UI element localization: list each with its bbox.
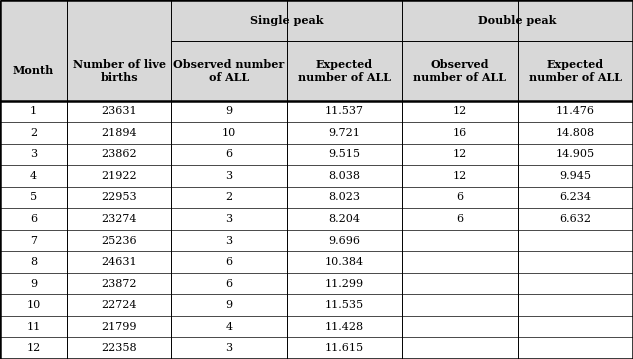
- Text: Expected
number of ALL: Expected number of ALL: [298, 59, 391, 83]
- Text: 4: 4: [30, 171, 37, 181]
- Text: 12: 12: [453, 149, 467, 159]
- Text: 21894: 21894: [101, 128, 137, 138]
- Text: 10: 10: [27, 300, 41, 310]
- Text: 11.476: 11.476: [556, 106, 595, 116]
- Text: Single peak: Single peak: [250, 15, 323, 26]
- Text: 10: 10: [222, 128, 236, 138]
- Text: 23631: 23631: [101, 106, 137, 116]
- Text: 3: 3: [225, 171, 232, 181]
- Text: 10.384: 10.384: [325, 257, 364, 267]
- Text: 6.234: 6.234: [560, 192, 591, 202]
- Text: Expected
number of ALL: Expected number of ALL: [529, 59, 622, 83]
- Text: 12: 12: [27, 343, 41, 353]
- Text: 14.905: 14.905: [556, 149, 595, 159]
- Text: 22953: 22953: [101, 192, 137, 202]
- Text: 24631: 24631: [101, 257, 137, 267]
- Text: 11.428: 11.428: [325, 322, 364, 332]
- Text: 2: 2: [30, 128, 37, 138]
- Text: 9: 9: [225, 106, 232, 116]
- Text: 6: 6: [225, 149, 232, 159]
- Text: 6: 6: [30, 214, 37, 224]
- Text: 23872: 23872: [101, 279, 137, 289]
- Text: 6: 6: [456, 192, 463, 202]
- Text: Observed number
of ALL: Observed number of ALL: [173, 59, 285, 83]
- Text: 12: 12: [453, 106, 467, 116]
- Text: 7: 7: [30, 236, 37, 246]
- Text: 11: 11: [27, 322, 41, 332]
- Text: 8: 8: [30, 257, 37, 267]
- Text: 8.023: 8.023: [329, 192, 360, 202]
- Bar: [0, 0, 633, 101]
- Text: 11.537: 11.537: [325, 106, 364, 116]
- Text: Observed
number of ALL: Observed number of ALL: [413, 59, 506, 83]
- Text: 22724: 22724: [101, 300, 137, 310]
- Text: 14.808: 14.808: [556, 128, 595, 138]
- Text: 12: 12: [453, 171, 467, 181]
- Text: 5: 5: [30, 192, 37, 202]
- Text: 3: 3: [30, 149, 37, 159]
- Text: 9: 9: [30, 279, 37, 289]
- Text: 9.515: 9.515: [329, 149, 360, 159]
- Text: 16: 16: [453, 128, 467, 138]
- Text: 25236: 25236: [101, 236, 137, 246]
- Text: 9.945: 9.945: [560, 171, 591, 181]
- Text: 11.615: 11.615: [325, 343, 364, 353]
- Text: 6.632: 6.632: [560, 214, 591, 224]
- Text: 3: 3: [225, 236, 232, 246]
- Text: 6: 6: [225, 279, 232, 289]
- Text: 22358: 22358: [101, 343, 137, 353]
- Text: 1: 1: [30, 106, 37, 116]
- Text: 21922: 21922: [101, 171, 137, 181]
- Text: 3: 3: [225, 343, 232, 353]
- Text: 23274: 23274: [101, 214, 137, 224]
- Text: 11.535: 11.535: [325, 300, 364, 310]
- Text: Month: Month: [13, 65, 54, 76]
- Text: 9.721: 9.721: [329, 128, 360, 138]
- Text: 21799: 21799: [101, 322, 137, 332]
- Text: 9.696: 9.696: [329, 236, 360, 246]
- Text: 9: 9: [225, 300, 232, 310]
- Text: Number of live
births: Number of live births: [73, 59, 166, 83]
- Text: 8.204: 8.204: [329, 214, 360, 224]
- Text: 4: 4: [225, 322, 232, 332]
- Text: 2: 2: [225, 192, 232, 202]
- Text: 8.038: 8.038: [329, 171, 360, 181]
- Text: 23862: 23862: [101, 149, 137, 159]
- Text: 6: 6: [225, 257, 232, 267]
- Text: Double peak: Double peak: [479, 15, 557, 26]
- Text: 3: 3: [225, 214, 232, 224]
- Text: 6: 6: [456, 214, 463, 224]
- Text: 11.299: 11.299: [325, 279, 364, 289]
